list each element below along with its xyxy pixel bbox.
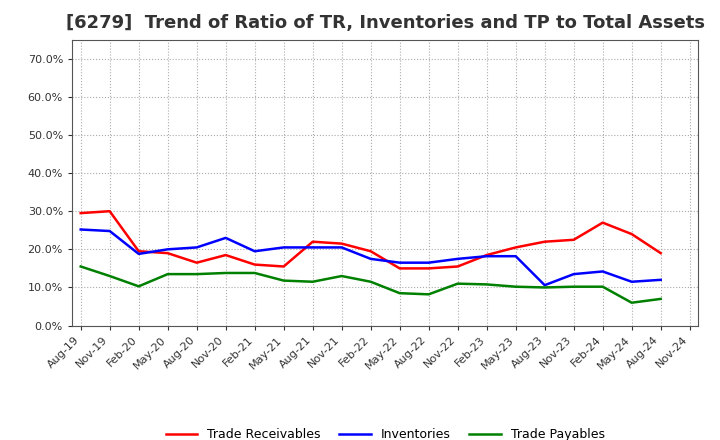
Inventories: [570, 271, 578, 277]
Trade Receivables: [541, 239, 549, 244]
Inventories: [657, 277, 665, 282]
Legend: Trade Receivables, Inventories, Trade Payables: Trade Receivables, Inventories, Trade Pa…: [161, 423, 610, 440]
Trade Receivables: [163, 250, 172, 256]
Trade Payables: [76, 264, 85, 269]
Trade Receivables: [482, 253, 491, 258]
Trade Payables: [251, 270, 259, 275]
Trade Receivables: [657, 250, 665, 256]
Trade Payables: [454, 281, 462, 286]
Inventories: [511, 253, 520, 259]
Trade Payables: [163, 271, 172, 277]
Inventories: [541, 282, 549, 288]
Inventories: [76, 227, 85, 232]
Trade Payables: [627, 300, 636, 305]
Trade Receivables: [135, 249, 143, 254]
Trade Payables: [598, 284, 607, 290]
Trade Receivables: [627, 231, 636, 237]
Trade Payables: [482, 282, 491, 287]
Trade Receivables: [366, 249, 375, 254]
Trade Receivables: [192, 260, 201, 265]
Inventories: [105, 228, 114, 234]
Trade Payables: [511, 284, 520, 290]
Trade Payables: [279, 278, 288, 283]
Inventories: [308, 245, 317, 250]
Trade Payables: [192, 271, 201, 277]
Trade Payables: [135, 284, 143, 289]
Trade Receivables: [424, 266, 433, 271]
Inventories: [279, 245, 288, 250]
Trade Payables: [570, 284, 578, 290]
Inventories: [338, 245, 346, 250]
Trade Receivables: [338, 241, 346, 246]
Trade Payables: [105, 273, 114, 279]
Inventories: [163, 247, 172, 252]
Inventories: [395, 260, 404, 265]
Inventories: [135, 251, 143, 257]
Trade Receivables: [76, 210, 85, 216]
Trade Receivables: [279, 264, 288, 269]
Trade Receivables: [598, 220, 607, 225]
Inventories: [251, 249, 259, 254]
Trade Payables: [424, 292, 433, 297]
Trade Payables: [308, 279, 317, 284]
Inventories: [192, 245, 201, 250]
Line: Trade Receivables: Trade Receivables: [81, 211, 661, 268]
Inventories: [627, 279, 636, 284]
Inventories: [482, 253, 491, 259]
Trade Payables: [366, 279, 375, 284]
Trade Receivables: [454, 264, 462, 269]
Trade Payables: [395, 290, 404, 296]
Inventories: [454, 256, 462, 261]
Inventories: [366, 256, 375, 261]
Trade Receivables: [251, 262, 259, 267]
Inventories: [221, 235, 230, 241]
Trade Receivables: [105, 209, 114, 214]
Line: Trade Payables: Trade Payables: [81, 267, 661, 303]
Inventories: [598, 269, 607, 274]
Trade Payables: [338, 273, 346, 279]
Trade Payables: [221, 270, 230, 275]
Trade Receivables: [395, 266, 404, 271]
Trade Receivables: [511, 245, 520, 250]
Title: [6279]  Trend of Ratio of TR, Inventories and TP to Total Assets: [6279] Trend of Ratio of TR, Inventories…: [66, 15, 705, 33]
Inventories: [424, 260, 433, 265]
Trade Receivables: [308, 239, 317, 244]
Trade Payables: [541, 285, 549, 290]
Trade Receivables: [570, 237, 578, 242]
Trade Payables: [657, 296, 665, 301]
Line: Inventories: Inventories: [81, 230, 661, 285]
Trade Receivables: [221, 253, 230, 258]
